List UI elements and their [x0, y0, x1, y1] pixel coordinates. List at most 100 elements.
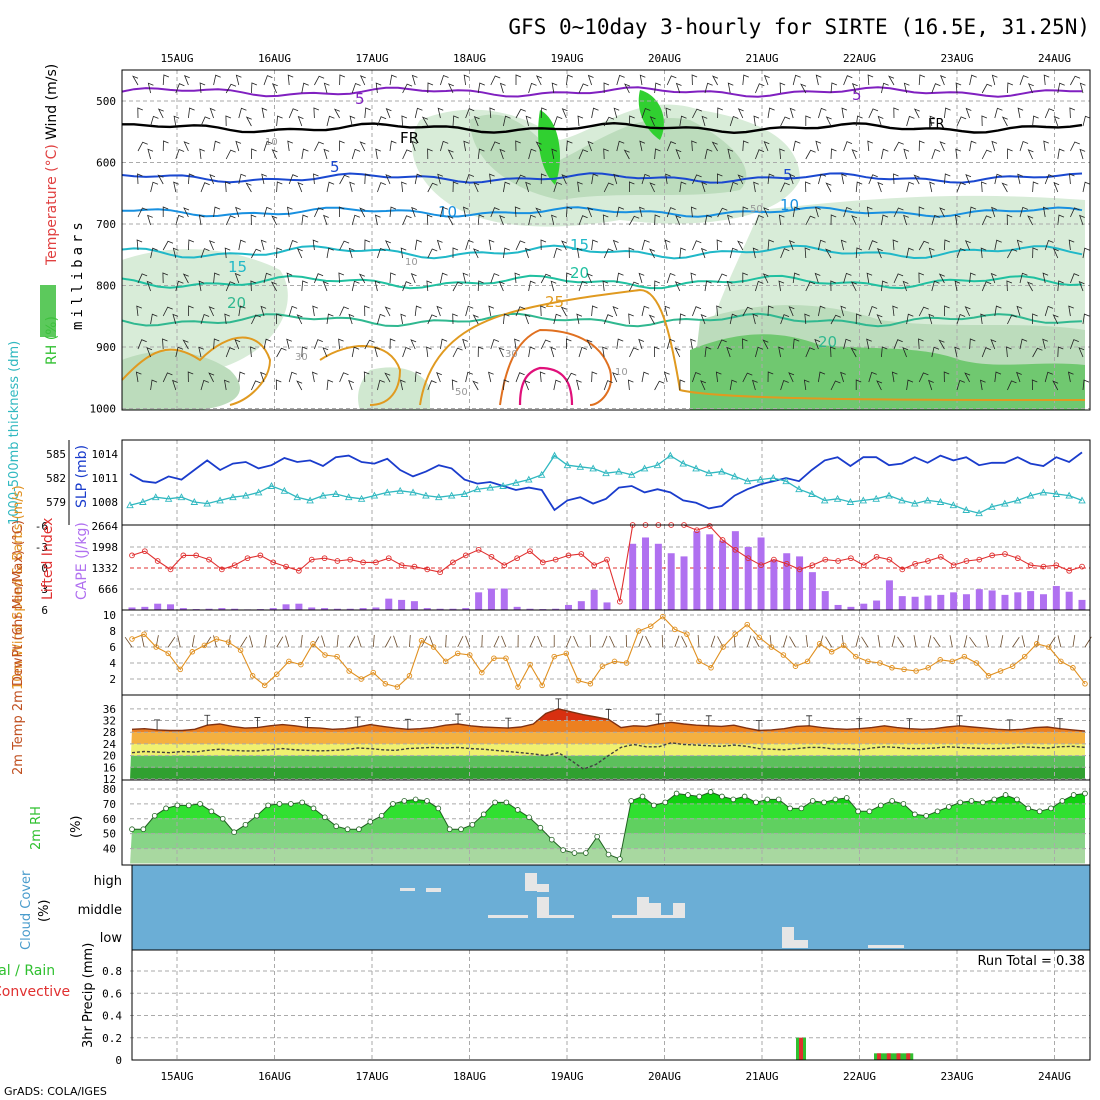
wind-barb	[954, 280, 961, 292]
wind-barb	[1070, 141, 1080, 152]
wind-barb	[792, 338, 800, 350]
wind10-barb	[609, 635, 615, 648]
wind10-barb	[927, 635, 932, 648]
rh2m-point	[594, 833, 600, 840]
cloud-label: Cloud Cover	[19, 870, 34, 950]
temp-minmax-bar	[1056, 718, 1063, 729]
wind-barb	[666, 75, 677, 86]
panel-frame	[121, 609, 1091, 696]
thickness-point	[602, 469, 610, 477]
wind-barb	[603, 148, 609, 160]
wind-barb	[716, 173, 723, 185]
temp-band	[130, 732, 1085, 744]
wind-barb	[969, 74, 977, 86]
wind-barb	[402, 346, 412, 358]
wind-barb	[400, 247, 407, 259]
cape-bar	[860, 603, 868, 610]
thickness-point	[126, 501, 134, 509]
wind-barb	[1016, 305, 1023, 317]
thickness-point	[1013, 496, 1022, 504]
wind-barb	[250, 214, 257, 226]
thickness-point	[615, 467, 623, 475]
wind-barb	[440, 74, 449, 86]
wind-barb	[855, 313, 862, 325]
cloud-cell	[868, 945, 904, 948]
precip-convective-bar	[877, 1053, 881, 1060]
lifted-index-point	[604, 556, 610, 563]
thickness-point	[627, 470, 636, 478]
thickness-point	[460, 490, 469, 497]
wind10-point	[672, 626, 678, 633]
lifted-index-point	[398, 562, 405, 569]
wind-barb	[762, 273, 769, 284]
wind-barb	[981, 347, 991, 358]
rh2m-point	[696, 793, 703, 800]
wind-barb	[472, 248, 479, 259]
wind-barb	[654, 214, 661, 226]
date-label-bottom: 15AUG	[160, 1070, 193, 1083]
contour-label: 15	[570, 236, 589, 254]
wind10-barb	[949, 635, 953, 648]
wind-barb	[981, 149, 992, 160]
lifted-index-point	[822, 556, 829, 563]
wind-barb	[763, 140, 770, 152]
slp-thickness-panel: 1008 1011 1014 579 582 585 SLP (mb) 1000-500mb …	[7, 341, 1091, 526]
wind10-barb	[825, 636, 833, 648]
wind-barb	[175, 280, 184, 292]
wind-barb	[587, 74, 594, 86]
wind10-tick-label: 2	[109, 673, 116, 686]
precip-convective-bar	[886, 1053, 891, 1060]
date-label-bottom: 22AUG	[843, 1070, 876, 1083]
lifted-tick-label: 6	[41, 604, 48, 617]
wind-barb	[401, 115, 408, 127]
wind-barb	[136, 239, 143, 251]
wind10-point	[647, 623, 654, 629]
wind-barb	[851, 82, 858, 94]
wind-barb	[742, 74, 749, 86]
wind-barb	[263, 140, 273, 152]
wind-barb	[488, 305, 495, 317]
wind-barb	[690, 338, 696, 350]
lifted-index-point	[1079, 563, 1085, 570]
wind-barb	[654, 82, 661, 94]
wind-barb	[666, 272, 676, 284]
wind-barb	[641, 239, 650, 251]
wind-barb	[1032, 347, 1043, 358]
wind-barb	[931, 214, 940, 226]
wind-barb	[1068, 305, 1074, 317]
wind-barb	[956, 379, 965, 391]
temp-minmax-bar	[755, 720, 762, 731]
wind-barb	[1082, 379, 1090, 391]
wind-barb	[616, 74, 625, 86]
rh2m-point	[1014, 796, 1020, 803]
wind-barb	[1052, 314, 1059, 325]
date-label-bottom: 16AUG	[258, 1070, 291, 1083]
thickness-point	[357, 494, 366, 502]
rh2m-point	[662, 799, 669, 806]
cape-bar	[808, 572, 816, 610]
wind-barb	[602, 280, 609, 292]
wind10-point	[816, 641, 823, 647]
wind-barb	[525, 115, 532, 127]
wind10-point	[635, 628, 642, 634]
thickness-point	[216, 496, 224, 504]
wind-barb	[436, 371, 442, 383]
wind-barb	[452, 247, 459, 258]
wind-barb	[539, 371, 546, 383]
wind10-point	[274, 671, 280, 677]
wind-barb	[473, 115, 480, 127]
wind10-barb	[493, 635, 500, 648]
wind-barb	[175, 83, 185, 94]
wind-barb	[287, 74, 294, 86]
rh2m-point	[923, 813, 929, 819]
cape-bar	[487, 588, 495, 610]
wind-barb	[965, 107, 972, 119]
rh2m-point	[685, 792, 691, 798]
wind-barb	[616, 272, 624, 284]
wind-barb	[427, 248, 438, 259]
wind-barb	[903, 82, 910, 94]
lifted-index-point	[193, 552, 200, 559]
wind-barb	[954, 346, 960, 358]
wind-barb	[136, 305, 142, 317]
wind-barb	[1019, 75, 1029, 86]
